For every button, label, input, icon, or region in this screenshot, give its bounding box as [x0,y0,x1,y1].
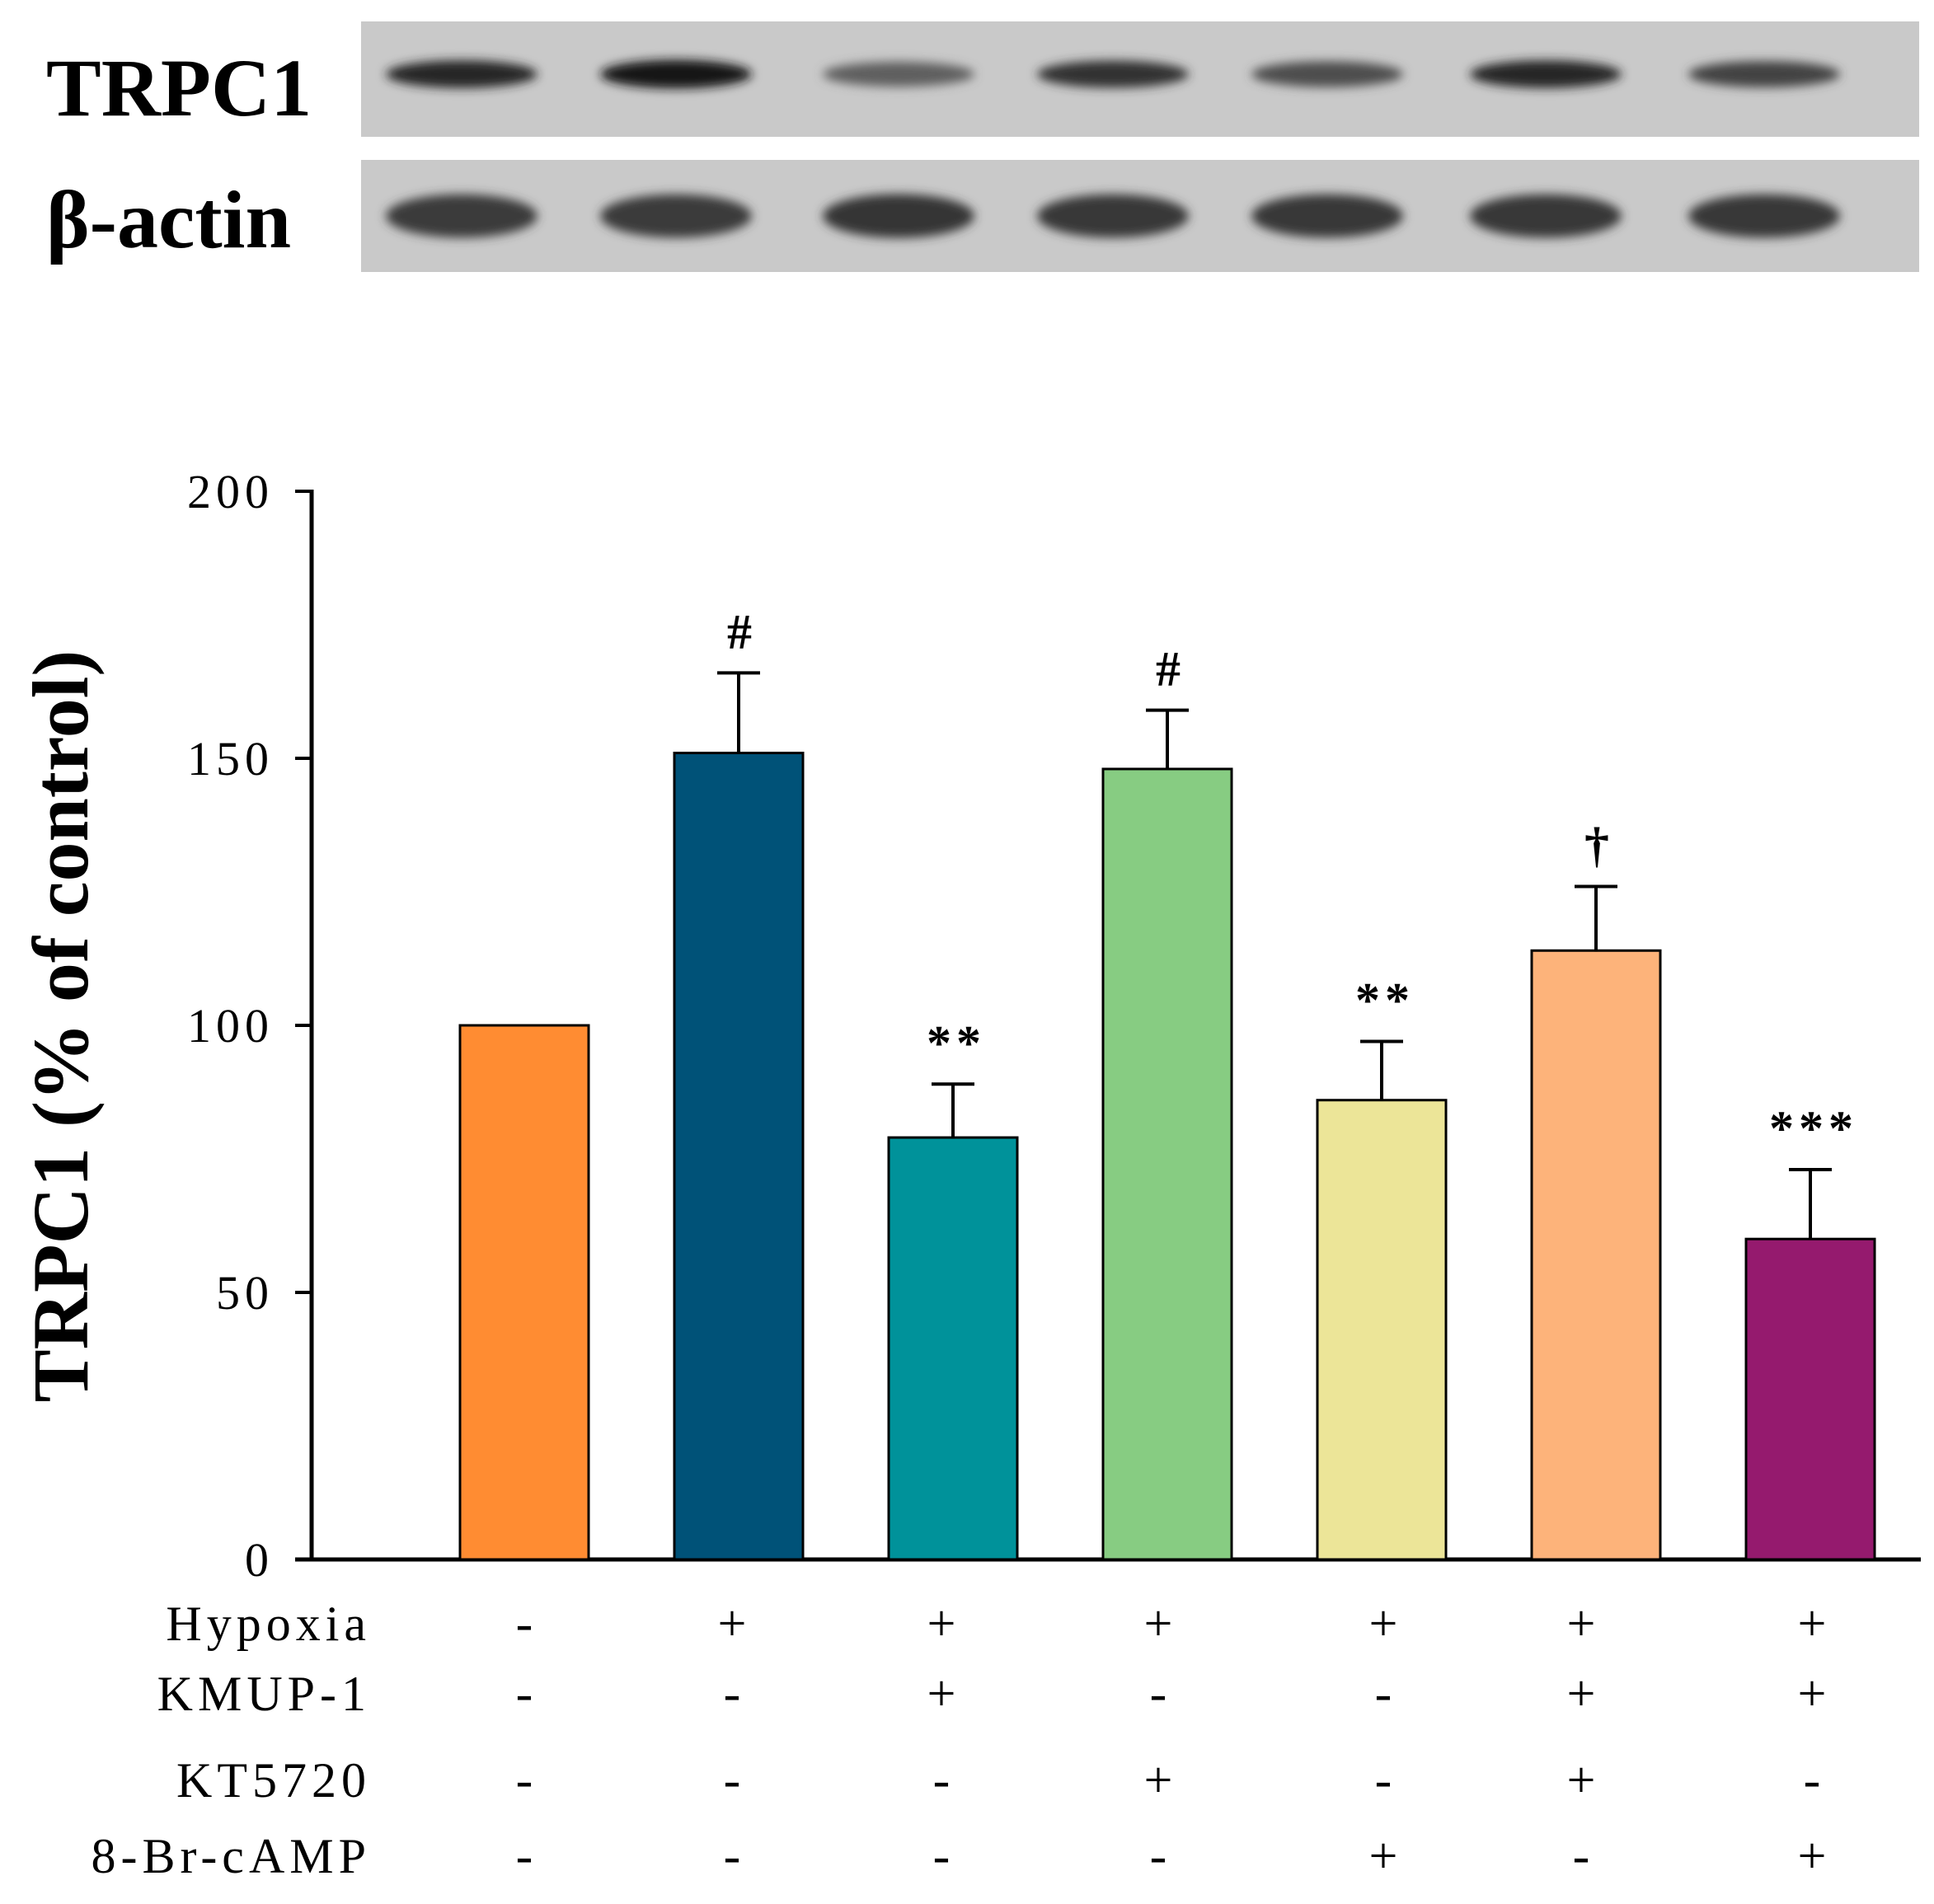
annotation-2: # [727,604,757,659]
error-bar-6 [1575,884,1617,951]
bar-3 [887,1136,1019,1561]
blot-bands-trpc1 [386,59,1840,89]
blot-band-trpc1-4 [1037,60,1189,88]
condition-sign-4-2: - [724,1828,741,1884]
condition-sign-2-1: - [516,1666,533,1722]
y-axis-label: TRPC1 (% of control) [16,650,105,1403]
condition-sign-2-6: + [1567,1666,1596,1722]
condition-sign-2-2: - [724,1666,741,1722]
error-bar-7 [1789,1167,1832,1240]
bar-4 [1101,767,1233,1561]
bar-7 [1744,1237,1876,1561]
annotation-7: *** [1769,1101,1858,1156]
bar-5 [1316,1099,1448,1561]
condition-label-4: 8-Br-cAMP [92,1829,371,1883]
blot-bands-beta-actin [386,194,1840,238]
blot-band-beta-actin-2 [600,194,752,238]
condition-table: Hypoxia - + + + + + + KMUP-1 - - + - - + + KT5720 - - - + - + -… [92,1596,1827,1884]
error-bar-3 [932,1082,974,1138]
annotation-3: ** [927,1015,986,1070]
bar-chart: TRPC1 (% of control) 0 50 100 150 200 # ** # **… [16,465,1921,1587]
condition-sign-4-1: - [516,1828,533,1884]
condition-sign-1-4: + [1144,1596,1173,1652]
condition-sign-1-7: + [1798,1596,1827,1652]
y-tick-label: 200 [187,465,274,518]
condition-sign-3-6: + [1567,1752,1596,1808]
y-tick-label: 150 [187,732,274,786]
condition-sign-3-7: - [1804,1752,1821,1808]
condition-sign-3-1: - [516,1752,533,1808]
blot-band-beta-actin-1 [386,194,537,238]
blot-band-trpc1-5 [1251,61,1403,87]
bars [458,752,1876,1561]
condition-sign-4-5: + [1369,1828,1398,1884]
annotation-5: ** [1355,973,1415,1027]
condition-sign-4-4: - [1150,1828,1167,1884]
blot-band-beta-actin-3 [823,194,974,238]
error-bar-2 [717,671,760,753]
blot-band-beta-actin-7 [1688,194,1840,238]
blot-band-beta-actin-4 [1037,194,1189,238]
condition-label-2: KMUP-1 [157,1667,371,1721]
condition-sign-1-3: + [927,1596,956,1652]
y-tick-label: 100 [187,999,274,1053]
western-blot: TRPC1 β-actin [46,21,1919,272]
condition-sign-3-5: - [1375,1752,1392,1808]
blot-band-trpc1-2 [600,59,752,89]
blot-band-beta-actin-5 [1251,194,1403,238]
blot-band-trpc1-6 [1470,60,1622,88]
significance-annotations: # ** # ** † *** [727,604,1858,1156]
condition-label-1: Hypoxia [166,1597,371,1651]
condition-sign-1-5: + [1369,1596,1398,1652]
condition-sign-2-5: - [1375,1666,1392,1722]
blot-row-label-beta-actin: β-actin [46,174,291,265]
error-bars [717,671,1832,1240]
y-tick-label: 50 [216,1266,274,1320]
blot-row-label-trpc1: TRPC1 [46,42,312,134]
blot-band-trpc1-7 [1688,61,1840,87]
error-bar-4 [1146,708,1189,769]
condition-sign-1-1: - [516,1596,533,1652]
condition-sign-3-4: + [1144,1752,1173,1808]
condition-sign-3-2: - [724,1752,741,1808]
y-tick-label: 0 [245,1533,274,1587]
condition-sign-4-7: + [1798,1828,1827,1884]
condition-label-3: KT5720 [176,1753,371,1808]
bar-6 [1530,949,1662,1561]
bar-2 [673,752,805,1561]
condition-sign-2-7: + [1798,1666,1827,1722]
error-bar-5 [1360,1039,1403,1100]
annotation-6: † [1584,818,1614,873]
blot-band-trpc1-3 [823,61,974,87]
condition-sign-1-2: + [718,1596,747,1652]
blot-band-trpc1-1 [386,60,537,88]
blot-band-beta-actin-6 [1470,194,1622,238]
annotation-4: # [1156,642,1185,696]
condition-sign-4-3: - [933,1828,951,1884]
bar-1 [458,1024,590,1561]
condition-sign-2-4: - [1150,1666,1167,1722]
condition-sign-4-6: - [1573,1828,1590,1884]
condition-sign-3-3: - [933,1752,951,1808]
y-axis-ticks: 0 50 100 150 200 [187,465,312,1587]
condition-sign-2-3: + [927,1666,956,1722]
condition-sign-1-6: + [1567,1596,1596,1652]
